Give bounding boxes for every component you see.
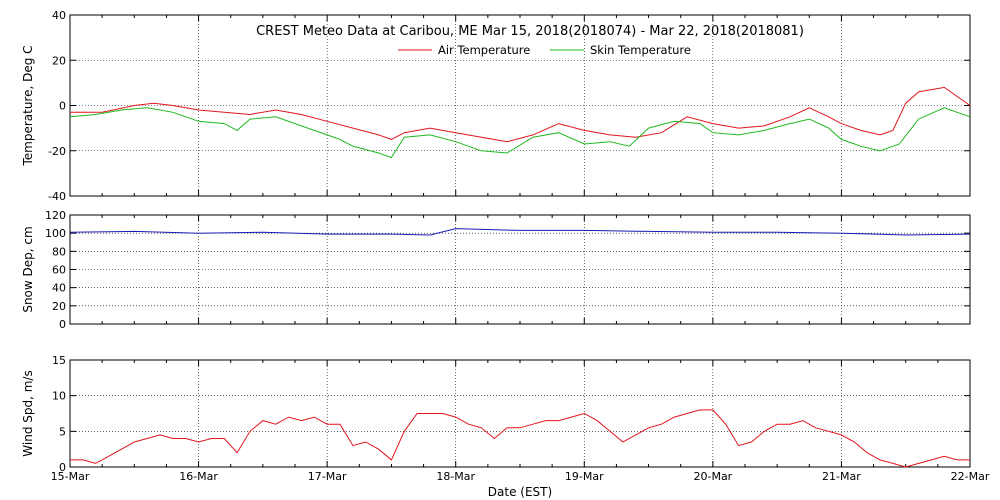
x-tick-label: 20-Mar bbox=[693, 470, 732, 483]
x-tick-label: 17-Mar bbox=[308, 470, 347, 483]
y-axis-title: Temperature, Deg C bbox=[21, 45, 35, 166]
y-tick-label: 100 bbox=[45, 227, 66, 240]
x-tick-label: 18-Mar bbox=[436, 470, 475, 483]
y-tick-label: 0 bbox=[59, 100, 66, 113]
panel-2: 15 10 5 0 Wind Spd, m/s bbox=[21, 354, 971, 474]
series-line-2-0 bbox=[70, 409, 970, 468]
y-tick-label: -40 bbox=[48, 190, 66, 203]
y-tick-label: 0 bbox=[59, 318, 66, 331]
series-line-1-0 bbox=[69, 228, 971, 236]
panel-frame bbox=[69, 359, 971, 468]
series-line-0-0 bbox=[70, 86, 971, 143]
y-tick-label: 20 bbox=[52, 54, 66, 67]
x-axis-title: Date (EST) bbox=[488, 485, 552, 499]
y-tick-label: 20 bbox=[52, 300, 66, 313]
panel-0: 40 20 0 -20 -40 Temperature, Deg C bbox=[21, 9, 971, 203]
x-tick-label: 19-Mar bbox=[565, 470, 604, 483]
chart-title: CREST Meteo Data at Caribou, ME Mar 15, … bbox=[256, 24, 804, 39]
y-tick-label: 40 bbox=[52, 9, 66, 22]
y-tick-label: 80 bbox=[52, 245, 66, 258]
y-axis-title: Snow Dep, cm bbox=[21, 226, 35, 312]
x-tick-label: 22-Mar bbox=[951, 470, 990, 483]
y-tick-label: 10 bbox=[52, 390, 66, 403]
legend-skin-label: Skin Temperature bbox=[590, 43, 691, 57]
y-tick-label: 60 bbox=[52, 264, 66, 277]
x-tick-label: 15-Mar bbox=[51, 470, 90, 483]
y-tick-label: 120 bbox=[45, 209, 66, 222]
x-axis: 15-Mar 16-Mar 17-Mar 18-Mar 19-Mar 20-Mar 21-M… bbox=[51, 470, 990, 483]
y-tick-label: 40 bbox=[52, 282, 66, 295]
y-tick-label: 5 bbox=[59, 425, 66, 438]
x-tick-label: 21-Mar bbox=[822, 470, 861, 483]
series-line-0-1 bbox=[69, 107, 971, 159]
y-tick-label: 15 bbox=[52, 354, 66, 367]
x-tick-label: 16-Mar bbox=[179, 470, 218, 483]
y-tick-label: -20 bbox=[48, 145, 66, 158]
legend-air-label: Air Temperature bbox=[438, 43, 530, 57]
panel-1: 120 100 80 60 40 20 0 Snow Dep, cm bbox=[21, 209, 971, 331]
y-tick-label: 0 bbox=[59, 461, 66, 474]
y-axis-title: Wind Spd, m/s bbox=[21, 370, 35, 456]
legend: Air Temperature Skin Temperature bbox=[398, 43, 691, 57]
